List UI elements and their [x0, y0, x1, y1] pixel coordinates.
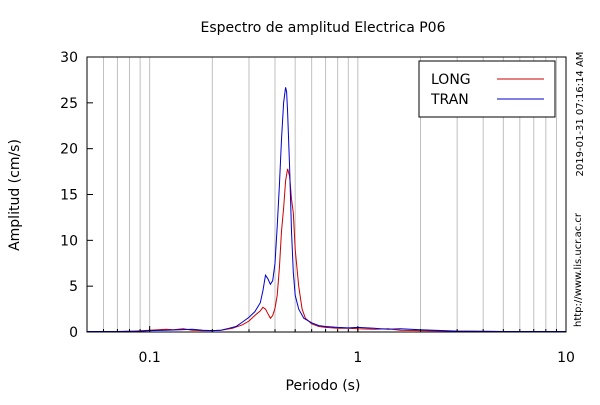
y-tick-label: 10	[60, 233, 78, 249]
grid	[102, 57, 557, 332]
chart-title: Espectro de amplitud Electrica P06	[201, 20, 446, 36]
series-line-tran	[87, 87, 566, 332]
x-axis-title: Periodo (s)	[286, 378, 361, 394]
x-tick-label: 10	[557, 350, 575, 366]
y-tick-label: 20	[60, 142, 78, 158]
y-tick-label: 0	[69, 325, 78, 341]
legend-label-tran: TRAN	[430, 92, 469, 108]
legend: LONG TRAN	[418, 60, 556, 118]
y-tick-label: 15	[60, 188, 78, 204]
legend-label-long: LONG	[431, 72, 471, 88]
legend-box	[418, 60, 556, 118]
timestamp-text: 2019-01-31 07:16:14 AM	[575, 52, 586, 177]
series-group	[87, 87, 566, 332]
series-line-long	[87, 168, 566, 332]
x-tick-label: 1	[353, 350, 362, 366]
y-tick-label: 25	[60, 96, 78, 112]
url-text: http://www.lis.ucr.ac.cr	[573, 212, 584, 327]
axis-ticks: 0 5 10 15 20 25 30 0.1 1 10	[60, 50, 575, 366]
x-tick-label: 0.1	[139, 350, 161, 366]
y-tick-label: 30	[60, 50, 78, 66]
y-axis-title: Amplitud (cm/s)	[7, 139, 23, 251]
y-tick-label: 5	[69, 279, 78, 295]
